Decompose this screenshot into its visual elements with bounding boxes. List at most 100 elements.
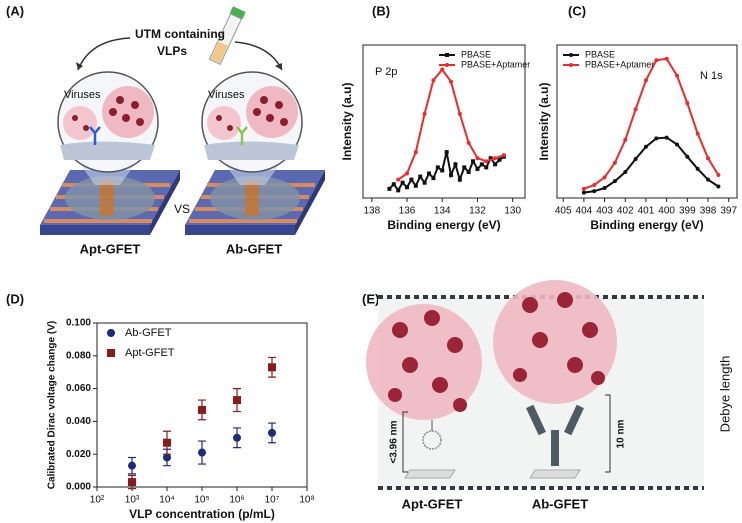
point (440, 168, 445, 173)
point (466, 140, 471, 145)
point (602, 175, 607, 180)
point (685, 101, 690, 106)
x-tick-label: 132 (469, 206, 486, 217)
x-tick-label: 397 (720, 206, 737, 217)
point (633, 156, 638, 161)
point (435, 165, 440, 170)
point (633, 107, 638, 112)
point (449, 79, 454, 84)
point (233, 433, 241, 442)
point (612, 179, 617, 184)
annotation: N 1s (700, 70, 723, 82)
point (391, 182, 396, 187)
legend-label: PBASE+Aptamer (461, 59, 530, 69)
legend-label: PBASE (461, 49, 491, 59)
panel-e-illustration: <3.96 nm 10 nm Debye length Apt-GFET Ab-… (366, 280, 732, 511)
point (387, 186, 392, 191)
point (418, 174, 423, 179)
point (466, 169, 471, 174)
point (400, 180, 405, 185)
point (413, 183, 418, 188)
point (612, 160, 617, 165)
point (716, 173, 721, 178)
vial (208, 6, 246, 65)
point (706, 156, 711, 161)
point (501, 153, 506, 158)
x-axis-label: VLP concentration (p/mL) (129, 507, 275, 521)
point (654, 58, 659, 63)
point (440, 67, 445, 72)
x-tick-label: 10³ (125, 495, 140, 506)
legend-marker (445, 53, 449, 57)
point (405, 171, 410, 176)
point (198, 448, 206, 457)
legend-marker (569, 53, 573, 57)
legend-marker (445, 63, 449, 67)
x-tick-label: 10⁴ (159, 495, 174, 506)
point (623, 137, 628, 142)
point (462, 165, 467, 170)
point (198, 405, 206, 414)
point (457, 111, 462, 116)
point (581, 190, 586, 195)
point (581, 186, 586, 191)
x-tick-label: 404 (576, 206, 593, 217)
x-tick-label: 405 (555, 206, 572, 217)
x-tick-label: 138 (363, 206, 380, 217)
panel-label: (D) (6, 291, 24, 306)
point (484, 165, 489, 170)
title: VLPs (157, 44, 187, 58)
point (444, 150, 449, 155)
point (695, 166, 700, 171)
x-tick-label: 401 (638, 206, 655, 217)
label: Viruses (208, 89, 245, 101)
annotation: P 2p (375, 66, 397, 78)
point (643, 144, 648, 149)
point (493, 162, 498, 167)
point (695, 131, 700, 136)
point (623, 169, 628, 174)
point (664, 56, 669, 61)
panel-label: (C) (568, 3, 586, 18)
point (675, 142, 679, 147)
point (475, 166, 480, 171)
point (457, 177, 462, 182)
y-tick-label: 0.060 (66, 383, 91, 394)
point (233, 396, 241, 405)
point (413, 150, 418, 155)
point (497, 157, 502, 162)
x-tick-label: 134 (434, 206, 451, 217)
point (675, 73, 679, 78)
series-line (583, 57, 720, 190)
arrow (234, 41, 283, 71)
point (479, 162, 484, 167)
point (449, 173, 454, 178)
x-tick-label: 398 (700, 206, 717, 217)
arrow (77, 37, 131, 71)
point (602, 186, 607, 191)
point (664, 135, 669, 140)
legend-marker (107, 349, 115, 357)
x-axis-label: Binding energy (eV) (590, 218, 703, 232)
y-tick-label: 0.100 (66, 318, 91, 329)
point (654, 136, 659, 141)
legend-label: PBASE+Aptamer (585, 59, 654, 69)
x-tick-label: 10⁶ (229, 495, 244, 506)
point (427, 171, 432, 176)
x-tick-label: 130 (504, 206, 521, 217)
label: Apt-GFET (402, 496, 463, 511)
point (163, 453, 171, 462)
panel-label: (B) (372, 3, 390, 18)
point (493, 156, 498, 161)
y-tick-label: 0.000 (66, 482, 91, 493)
legend-label: PBASE (585, 49, 615, 59)
point (685, 154, 690, 159)
x-tick-label: 10² (90, 495, 105, 506)
point (484, 159, 489, 164)
point (431, 78, 436, 83)
point (592, 189, 597, 194)
series-line (388, 151, 505, 193)
size-label: <3.96 nm (389, 420, 400, 463)
legend-label: Apt-GFET (125, 347, 175, 359)
y-axis-label: Intensity (a.u) (340, 82, 354, 160)
